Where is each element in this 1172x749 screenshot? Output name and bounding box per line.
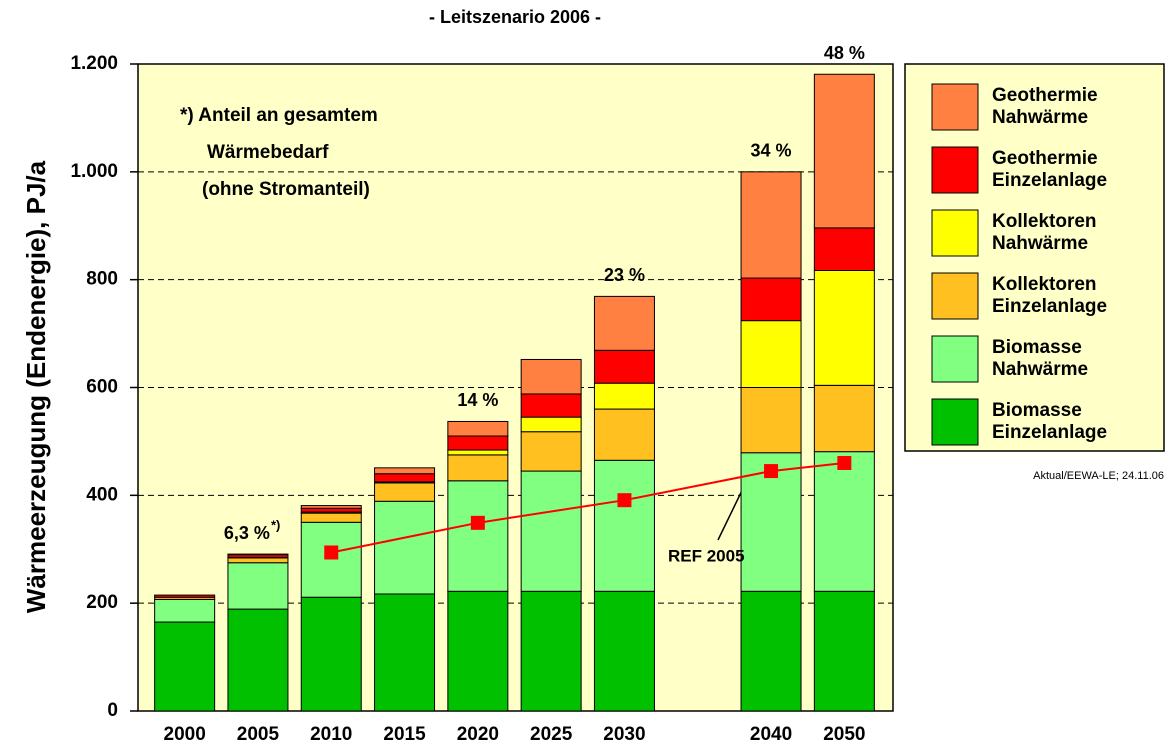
y-tick-label: 1.000: [70, 161, 118, 182]
legend-label: Biomasse Einzelanlage: [992, 400, 1107, 443]
bar-segment: [813, 227, 875, 272]
bar-segment: [813, 590, 875, 712]
annotation: 14 %: [457, 390, 498, 410]
bar-segment: [593, 349, 655, 384]
annotation: 23 %: [604, 265, 645, 285]
legend-swatch: [931, 209, 979, 257]
bar-segment: [447, 454, 509, 482]
line-marker: [324, 545, 339, 560]
bar-segment: [374, 593, 436, 712]
bar-segment: [593, 295, 655, 351]
x-tick-label: 2000: [164, 724, 206, 745]
legend-swatch: [931, 335, 979, 383]
bar-segment: [740, 590, 802, 712]
annotation: 6,3 %: [224, 523, 270, 543]
bar-segment: [593, 590, 655, 712]
legend-swatch: [931, 272, 979, 320]
x-tick-label: 2040: [750, 724, 792, 745]
x-tick-label: 2020: [457, 724, 499, 745]
legend-label: Geothermie Einzelanlage: [992, 148, 1107, 191]
legend-swatch: [931, 83, 979, 131]
bar-segment: [300, 512, 362, 523]
legend-label: Biomasse Nahwärme: [992, 337, 1088, 380]
bar-segment: [374, 482, 436, 502]
line-marker: [617, 493, 632, 508]
x-tick-label: 2010: [310, 724, 352, 745]
bar-segment: [447, 435, 509, 451]
bar-segment: [447, 449, 509, 456]
bar-segment: [300, 507, 362, 513]
bar-segment: [300, 596, 362, 712]
line-marker: [470, 515, 485, 530]
y-tick-label: 600: [86, 377, 118, 398]
y-tick-label: 1.200: [70, 53, 118, 74]
note-line: Wärmebedarf: [207, 142, 329, 163]
bar-segment: [374, 473, 436, 483]
y-tick-label: 0: [107, 700, 118, 721]
bar-segment: [374, 467, 436, 475]
annotation: 34 %: [751, 141, 792, 161]
line-label: REF 2005: [668, 546, 745, 565]
bar-segment: [520, 393, 582, 418]
bar-segment: [520, 358, 582, 395]
chart-title: - Leitszenario 2006 -: [429, 7, 601, 27]
bar-segment: [740, 171, 802, 279]
note-line: *) Anteil an gesamtem: [180, 105, 378, 126]
bar-segment: [593, 382, 655, 410]
x-tick-label: 2015: [383, 724, 426, 745]
bar-segment: [154, 621, 216, 712]
annotation: 48 %: [824, 43, 865, 63]
y-tick-label: 400: [86, 484, 118, 505]
bar-segment: [227, 553, 289, 556]
bar-segment: [593, 408, 655, 461]
y-tick-label: 800: [86, 269, 118, 290]
bar-segment: [447, 480, 509, 592]
x-tick-label: 2005: [237, 724, 280, 745]
x-tick-label: 2025: [530, 724, 573, 745]
bar-segment: [374, 500, 436, 595]
bar-segment: [300, 521, 362, 598]
bar-segment: [227, 608, 289, 712]
legend-swatch: [931, 146, 979, 194]
bar-segment: [813, 270, 875, 386]
bar-segment: [520, 431, 582, 472]
bar-segment: [520, 590, 582, 712]
bar-segment: [227, 557, 289, 564]
x-tick-label: 2030: [603, 724, 645, 745]
y-tick-label: 200: [86, 592, 118, 613]
note-line: (ohne Stromanteil): [202, 179, 370, 200]
bar-segment: [447, 420, 509, 437]
line-marker: [764, 464, 779, 479]
bar-segment: [520, 416, 582, 433]
bar-segment: [447, 590, 509, 712]
source: Aktual/EEWA-LE; 24.11.06: [1033, 470, 1164, 482]
bar-segment: [593, 459, 655, 592]
legend-label: Kollektoren Einzelanlage: [992, 274, 1107, 317]
bar-segment: [740, 277, 802, 322]
legend-label: Geothermie Nahwärme: [992, 85, 1098, 128]
bar-segment: [813, 451, 875, 592]
bar-segment: [154, 598, 216, 623]
bar-segment: [520, 470, 582, 592]
bar-segment: [300, 505, 362, 509]
bar-segment: [740, 387, 802, 454]
line-marker: [837, 455, 852, 470]
legend-swatch: [931, 398, 979, 446]
bar-segment: [813, 73, 875, 229]
annotation-sup: *): [271, 518, 280, 533]
bar-segment: [154, 594, 216, 598]
y-axis-label: Wärmeerzeugung (Endenergie), PJ/a: [21, 160, 51, 613]
x-tick-label: 2050: [823, 724, 865, 745]
bar-segment: [740, 320, 802, 389]
bar-segment: [813, 384, 875, 453]
bar-segment: [227, 562, 289, 610]
legend-label: Kollektoren Nahwärme: [992, 211, 1097, 254]
